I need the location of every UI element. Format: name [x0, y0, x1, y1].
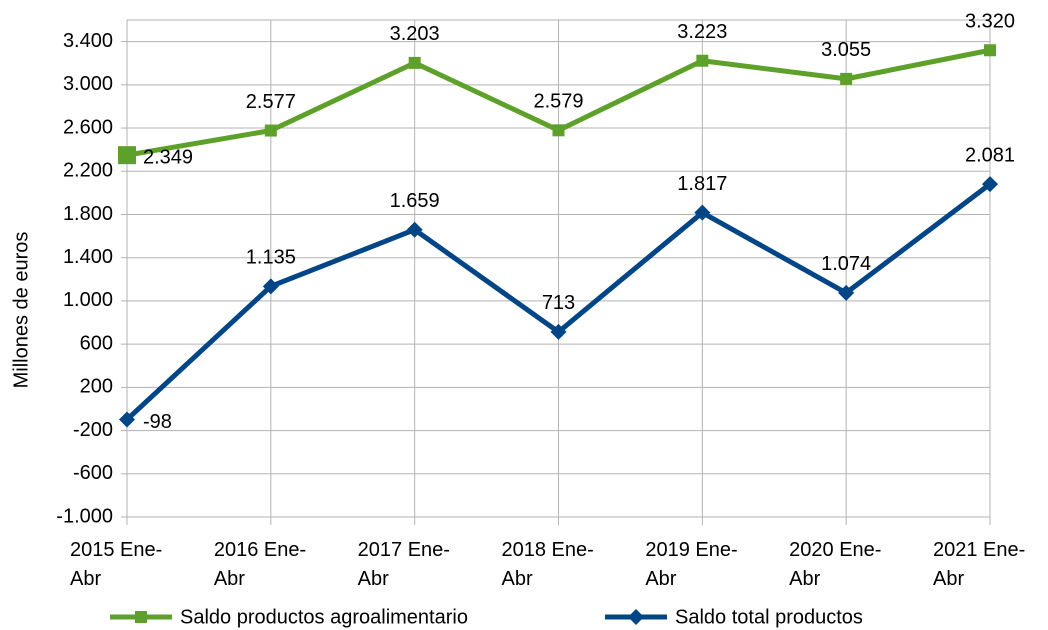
y-tick-label: 3.000 [63, 73, 113, 95]
x-tick-label: 2020 Ene-Abr [789, 539, 882, 590]
data-label: 1.659 [390, 190, 440, 212]
marker [552, 124, 565, 137]
marker [264, 124, 277, 137]
data-label: 1.817 [677, 173, 727, 195]
marker [840, 72, 853, 85]
y-tick-label: -200 [73, 419, 113, 441]
marker [408, 56, 421, 69]
x-tick-label: 2018 Ene-Abr [501, 539, 594, 590]
data-label: 1.074 [821, 253, 871, 275]
y-tick-label: 2.200 [63, 160, 113, 182]
legend-label: Saldo total productos [675, 606, 863, 628]
y-tick-label: -600 [73, 462, 113, 484]
marker [696, 54, 709, 67]
marker [135, 611, 147, 623]
y-tick-label: 3.400 [63, 30, 113, 52]
y-tick-label: 2.600 [63, 116, 113, 138]
x-tick-label: 2017 Ene-Abr [357, 539, 450, 590]
data-label: 2.349 [143, 146, 193, 168]
data-label: 2.579 [533, 91, 583, 113]
data-label: 1.135 [246, 247, 296, 269]
marker [550, 323, 567, 340]
marker [406, 221, 423, 238]
data-label: 2.577 [246, 91, 296, 113]
y-tick-label: 600 [80, 332, 113, 354]
data-label: 3.055 [821, 39, 871, 61]
data-label: 3.223 [677, 21, 727, 43]
y-tick-label: 200 [80, 376, 113, 398]
x-tick-label: 2019 Ene-Abr [645, 539, 738, 590]
marker [628, 609, 644, 625]
marker [984, 44, 996, 57]
y-tick-label: -1.000 [56, 505, 113, 527]
marker [694, 204, 711, 221]
marker [119, 411, 135, 428]
x-tick-label: 2021 Ene-Abr [933, 539, 1026, 590]
x-tick-label: 2016 Ene-Abr [213, 539, 307, 590]
marker [118, 146, 136, 165]
data-label: 3.320 [965, 11, 1015, 33]
y-axis-title: Millones de euros [10, 232, 32, 389]
y-tick-label: 1.800 [63, 203, 113, 225]
data-label: -98 [143, 411, 172, 433]
x-tick-label: 2015 Ene-Abr [70, 539, 163, 590]
marker [838, 284, 855, 301]
data-label: 2.081 [965, 144, 1015, 166]
legend-label: Saldo productos agroalimentario [180, 606, 468, 628]
y-tick-label: 1.000 [63, 289, 113, 311]
marker [262, 278, 279, 295]
marker [982, 176, 998, 193]
data-label: 713 [542, 292, 575, 314]
y-tick-label: 1.400 [63, 246, 113, 268]
data-label: 3.203 [390, 23, 440, 45]
